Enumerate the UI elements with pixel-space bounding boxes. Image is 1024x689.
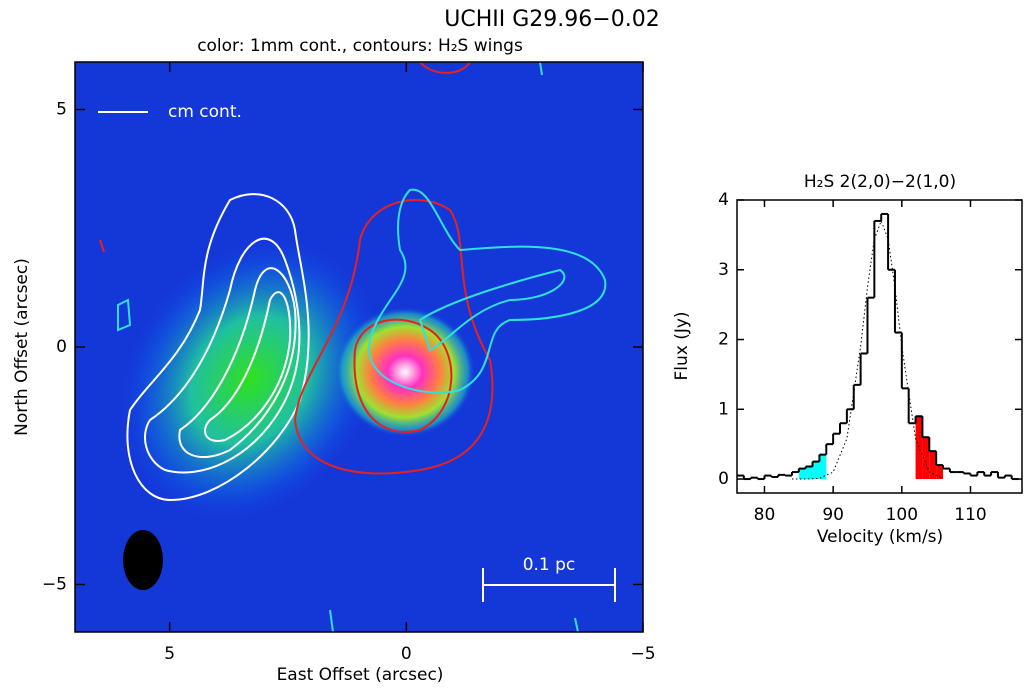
y-tick-label: 3 — [718, 260, 729, 280]
y-tick-label: 1 — [718, 399, 729, 419]
wing-fill — [819, 454, 827, 480]
y-tick-label: 0 — [56, 337, 67, 357]
x-tick-label: 100 — [886, 505, 918, 525]
y-axis-label: Flux (Jy) — [672, 311, 692, 380]
x-tick-label: 5 — [164, 644, 175, 664]
spectrum-frame — [736, 199, 1023, 494]
chart-title: UCHII G29.96−0.02 — [444, 7, 659, 32]
x-tick-label: −5 — [630, 644, 655, 664]
red-contours — [99, 62, 494, 475]
scale-bar-label: 0.1 pc — [523, 555, 576, 575]
scale-bar — [482, 568, 616, 602]
y-tick-label: 5 — [56, 100, 67, 120]
emission-core — [335, 307, 475, 437]
x-axis-label: East Offset (arcsec) — [277, 665, 444, 685]
x-tick-label: 90 — [822, 505, 844, 525]
x-tick-label: 0 — [401, 644, 412, 664]
y-tick-label: 2 — [718, 330, 729, 350]
cm-contours — [126, 193, 310, 502]
wing-fill — [798, 468, 806, 480]
cyan-contours — [117, 62, 607, 632]
y-tick-label: 4 — [718, 190, 729, 210]
y-axis-label: North Offset (arcsec) — [12, 258, 32, 436]
wing-fill — [929, 451, 937, 480]
wing-fill — [922, 437, 930, 480]
wing-fill — [812, 461, 820, 480]
wing-fill — [805, 466, 813, 480]
y-tick-label: 0 — [718, 469, 729, 489]
legend-label: cm cont. — [168, 102, 242, 122]
y-tick-label: −5 — [42, 575, 67, 595]
x-axis-label: Velocity (km/s) — [817, 527, 943, 547]
map: cm cont. 0.1 pc — [75, 62, 643, 632]
chart-subtitle: color: 1mm cont., contours: H₂S wings — [197, 36, 523, 56]
wing-fill — [936, 465, 944, 480]
beam — [123, 530, 163, 590]
chart-title: H₂S 2(2,0)−2(1,0) — [804, 172, 956, 192]
x-tick-label: 80 — [754, 505, 776, 525]
wing-fill — [915, 416, 923, 480]
x-tick-label: 110 — [954, 505, 986, 525]
